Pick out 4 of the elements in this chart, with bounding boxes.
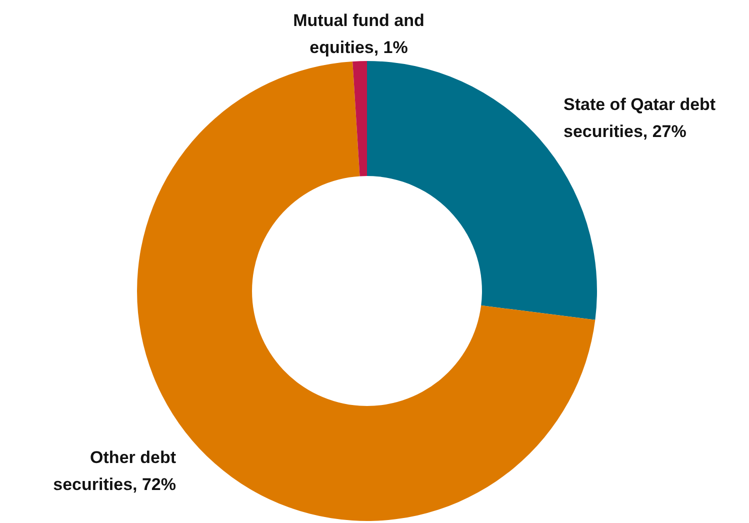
donut-slice [352, 61, 367, 176]
slice-label: Other debt securities, 72% [53, 448, 176, 494]
slice-label: Mutual fund and equities, 1% [293, 11, 424, 57]
slice-label: State of Qatar debt securities, 27% [564, 95, 716, 142]
